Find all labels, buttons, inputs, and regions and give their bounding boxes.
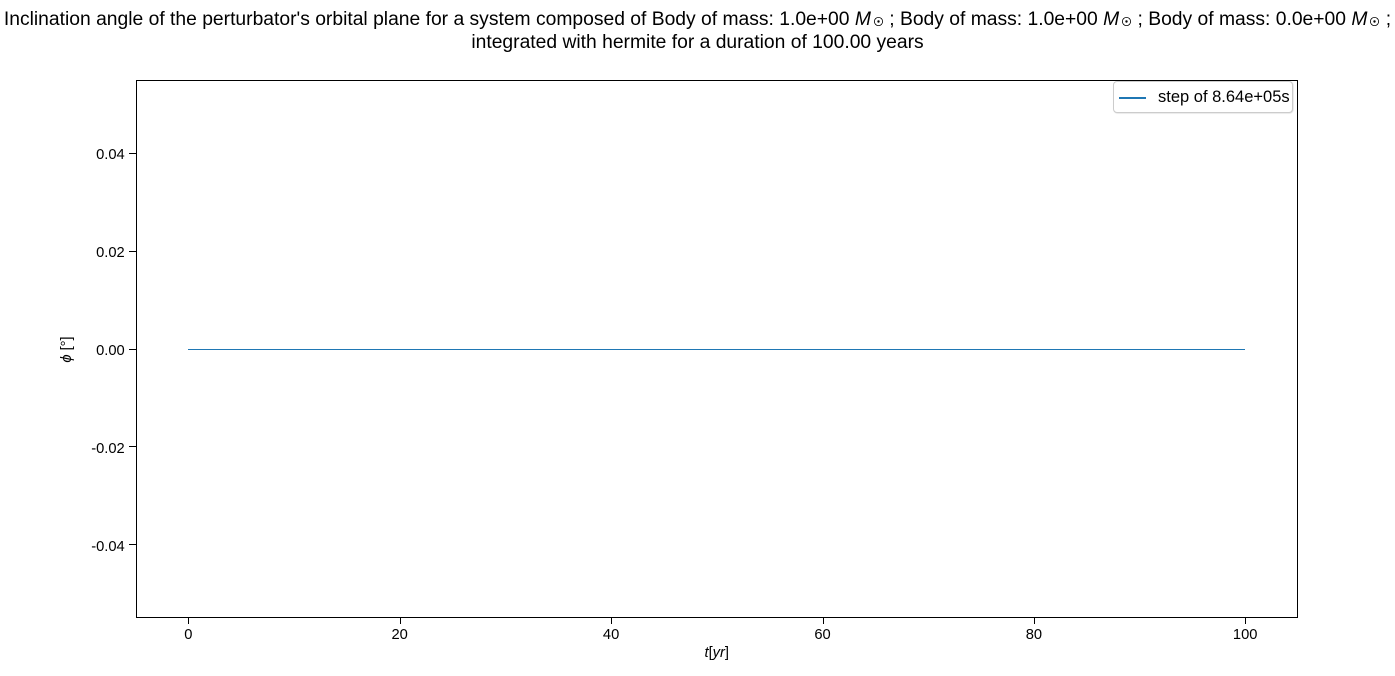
svg-text:ϕ [°]: ϕ [°] — [59, 336, 75, 362]
